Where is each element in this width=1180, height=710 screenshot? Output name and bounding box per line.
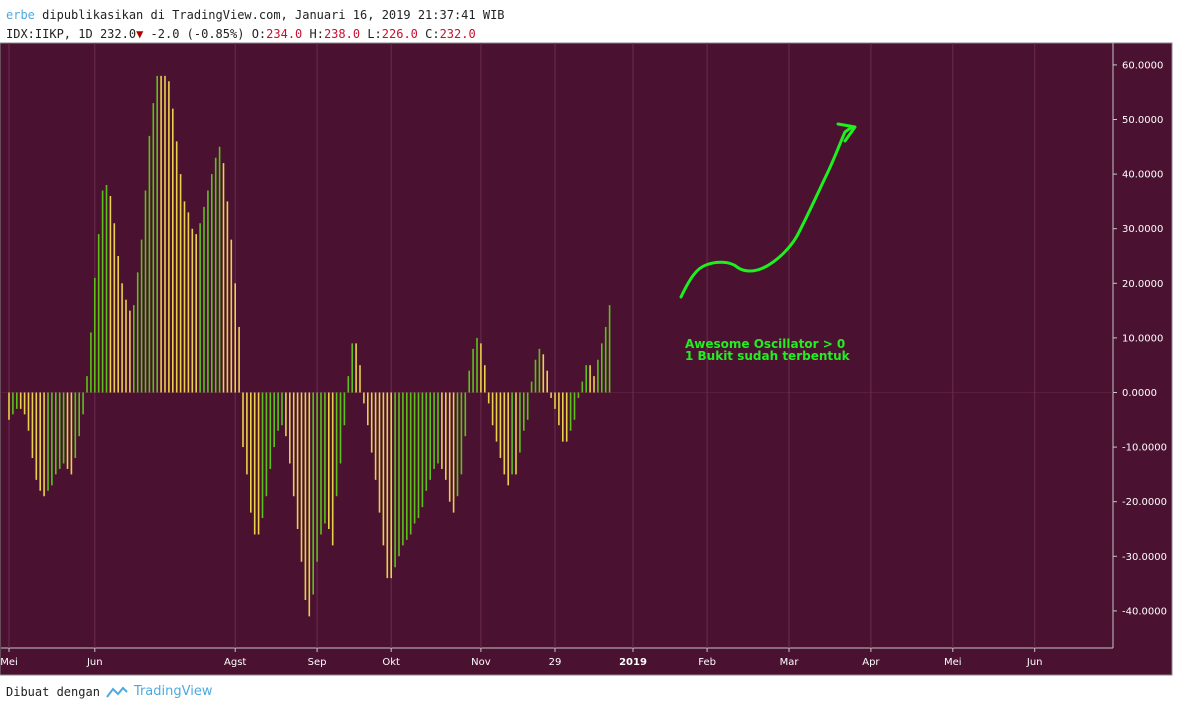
y-tick-label: 50.0000 [1122,115,1163,126]
symbol-label: IDX:IIKP, 1D [6,27,93,41]
close-value: 232.0 [439,27,476,41]
tradingview-brand-link[interactable]: TradingView [133,684,213,699]
low-value: 226.0 [381,27,418,41]
x-tick-label: Nov [471,657,491,668]
x-tick-label: Okt [382,657,400,668]
y-tick-label: 10.0000 [1122,333,1163,344]
footer: Dibuat dengan TradingView [6,684,212,699]
high-label: H: [309,27,324,41]
time-axis[interactable]: Mei Jun Agst Sep Okt Nov 29 2019 Feb Mar Apr Mei Jun [0,648,1043,668]
x-tick-label: Agst [224,657,246,668]
x-tick-label: Mar [780,657,800,668]
publish-line: erbe dipublikasikan di TradingView.com, … [6,6,505,25]
author-link[interactable]: erbe [6,8,35,22]
x-tick-label: Sep [308,657,327,668]
tradingview-logo-icon [106,686,128,698]
open-value: 234.0 [266,27,303,41]
low-label: L: [367,27,382,41]
annotation-line-2: 1 Bukit sudah terbentuk [685,349,851,363]
price-change: -2.0 (-0.85%) [150,27,245,41]
y-tick-label: 60.0000 [1122,60,1163,71]
chart-background [0,42,1173,676]
price-axis[interactable]: 60.0000 50.0000 40.0000 30.0000 20.0000 10.00… [1113,60,1167,617]
annotation-line-1: Awesome Oscillator > 0 [685,337,845,351]
close-label: C: [425,27,440,41]
x-tick-label: Jun [86,657,103,668]
open-label: O: [251,27,267,41]
y-tick-label: 20.0000 [1122,279,1163,290]
x-tick-label: Apr [862,657,880,668]
y-tick-label: -10.0000 [1122,443,1167,454]
oscillator-bars [8,75,611,617]
publish-info: dipublikasikan di TradingView.com, Janua… [42,8,505,22]
last-price: 232.0 [99,27,137,41]
chart-header: erbe dipublikasikan di TradingView.com, … [6,6,505,44]
x-tick-label: 2019 [619,657,647,668]
y-tick-label: 30.0000 [1122,224,1163,235]
y-tick-label: -30.0000 [1122,552,1167,563]
chart-canvas[interactable]: 60.0000 50.0000 40.0000 30.0000 20.0000 10.00… [0,0,1180,678]
down-arrow-icon: ▼ [136,27,144,41]
x-tick-label: 29 [549,657,562,668]
made-with-text: Dibuat dengan [6,684,100,699]
high-value: 238.0 [323,27,361,41]
x-tick-label: Mei [944,657,962,668]
y-tick-label: 40.0000 [1122,170,1163,181]
y-tick-label: -20.0000 [1122,497,1167,508]
y-tick-label: 0.0000 [1122,388,1157,399]
x-tick-label: Mei [0,657,18,668]
projection-arrow [679,122,857,299]
ohlc-line: IDX:IIKP, 1D 232.0▼ -2.0 (-0.85%) O:234.… [6,25,505,44]
y-tick-label: -40.0000 [1122,606,1167,617]
x-tick-label: Feb [698,657,716,668]
x-tick-label: Jun [1026,657,1043,668]
